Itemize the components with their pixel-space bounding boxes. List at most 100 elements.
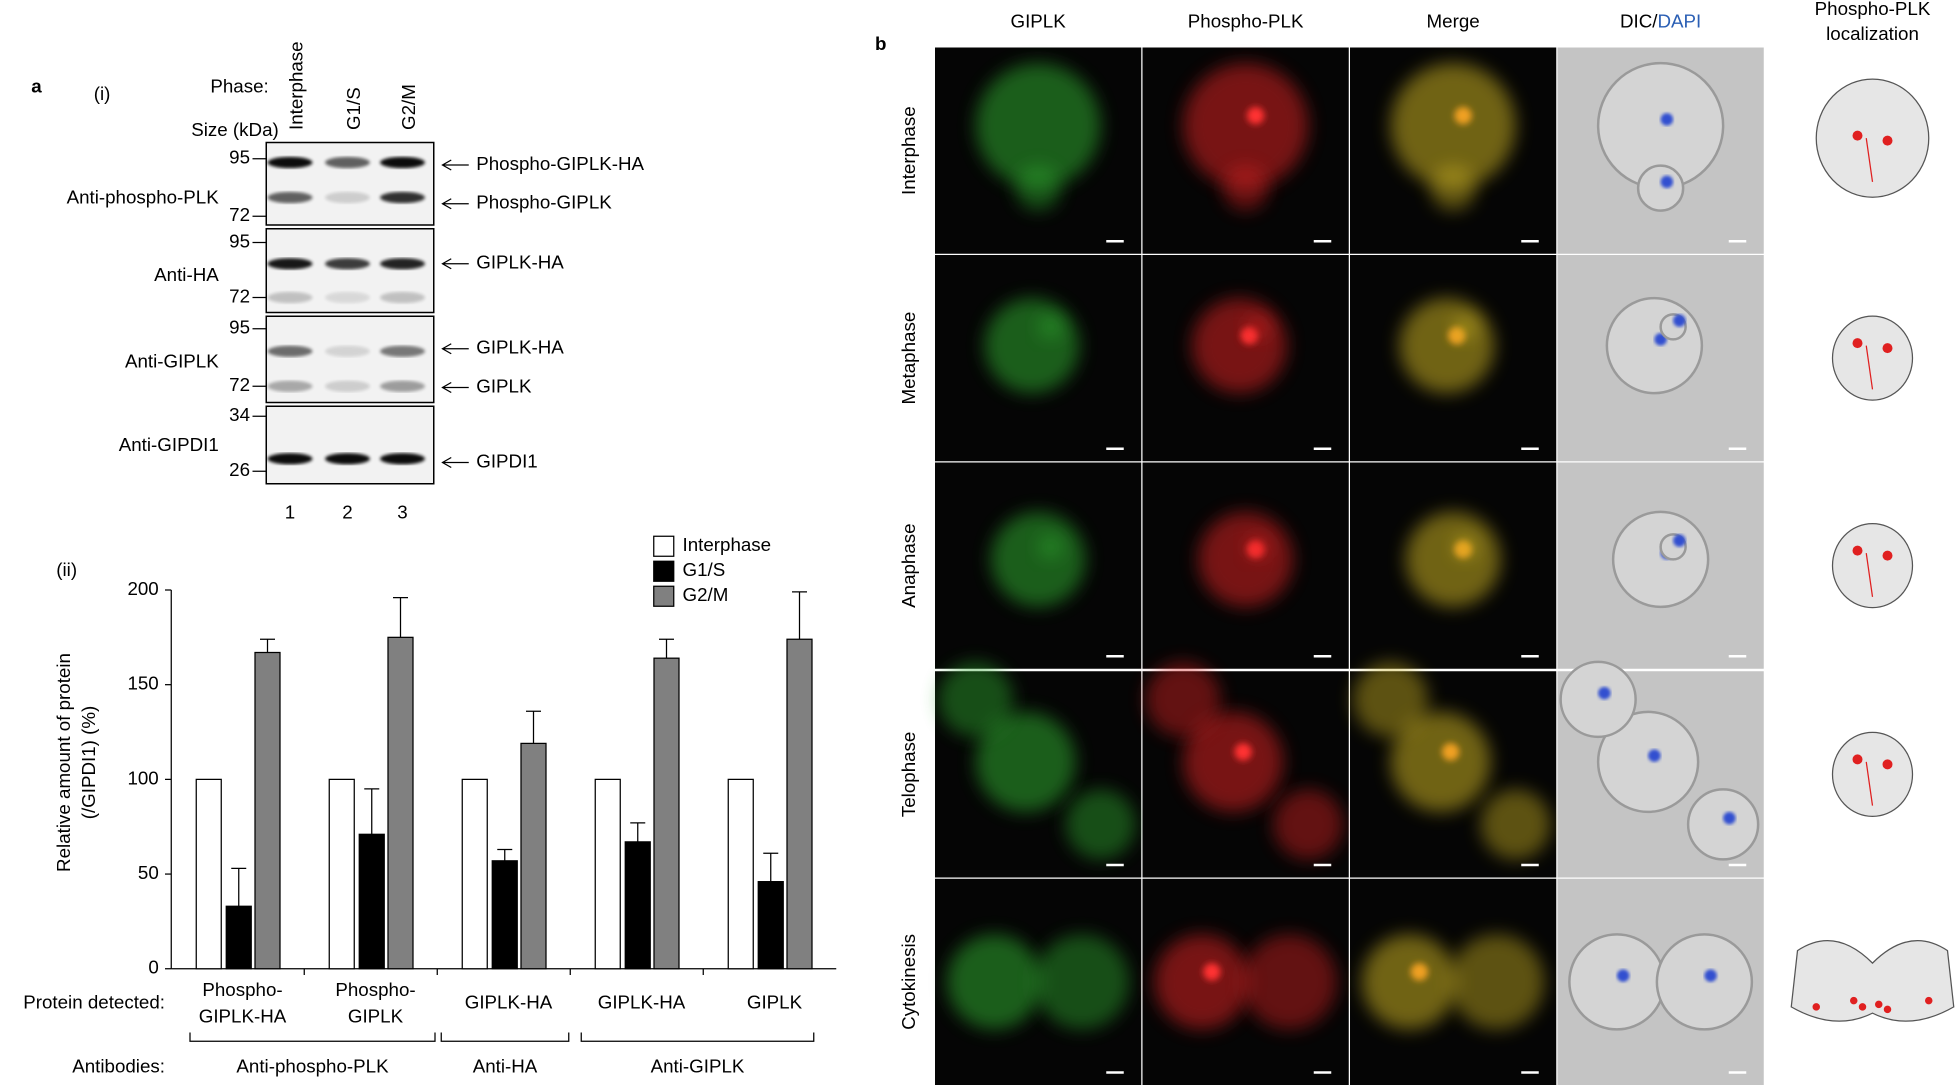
cartoon-fiber	[1865, 345, 1874, 390]
cartoon-cell	[1831, 315, 1914, 401]
band	[267, 453, 313, 465]
cartoon-cell	[1831, 522, 1914, 609]
arrow	[441, 343, 469, 355]
size-label: Size (kDa)	[191, 119, 279, 140]
cell-outline	[1611, 510, 1710, 609]
cartoon-cell	[1831, 731, 1914, 818]
localization-title: Phospho-PLK	[1815, 0, 1931, 19]
cartoon-fiber	[1865, 761, 1874, 806]
antibody-label: Anti-phospho-PLK	[67, 187, 220, 208]
cartoon-dot	[1882, 135, 1893, 146]
arrow	[441, 159, 469, 171]
spot	[1246, 106, 1265, 125]
cell-signal	[1145, 661, 1221, 737]
cell-signal	[1038, 534, 1064, 560]
panel-label: b	[875, 33, 886, 54]
sub-label: (i)	[94, 83, 111, 104]
cartoon-dot	[1882, 759, 1893, 770]
band	[380, 291, 426, 304]
spot	[1454, 106, 1472, 125]
cell-outline	[1686, 788, 1760, 861]
cell-signal	[1449, 934, 1545, 1030]
phase-label: Phase:	[210, 75, 268, 96]
cell-signal	[1034, 934, 1130, 1030]
band-label: GIPLK	[476, 375, 532, 396]
nucleus	[1660, 113, 1674, 126]
band-label: GIPDI1	[476, 450, 537, 471]
error-bar	[630, 822, 646, 842]
cell-signal	[1154, 934, 1250, 1030]
cartoon-fiber	[1865, 553, 1874, 597]
x-tick-label: GIPLK-HA	[598, 992, 686, 1013]
lane-number: 3	[397, 502, 407, 523]
nucleus	[1598, 686, 1611, 700]
error-bar	[526, 710, 542, 744]
cell-signal	[1015, 165, 1061, 211]
size-marker: 72	[229, 204, 250, 225]
lane-number: 1	[285, 502, 295, 523]
row-label: Anaphase	[898, 523, 919, 607]
band-label: GIPLK-HA	[476, 337, 564, 358]
cartoon-cell	[1790, 940, 1955, 1022]
cell-signal	[1405, 511, 1501, 607]
size-marker: 34	[229, 404, 250, 425]
cell-signal	[1353, 661, 1429, 737]
x-tick-label: GIPLK-HA	[199, 1005, 287, 1026]
blot-box	[265, 405, 435, 485]
x-tick-label: GIPLK-HA	[465, 992, 553, 1013]
band	[325, 191, 371, 204]
size-marker: 72	[229, 374, 250, 395]
nucleus	[1648, 749, 1661, 762]
nucleus	[1660, 175, 1674, 189]
phase: Interphase	[285, 41, 306, 130]
cell-signal	[1361, 934, 1457, 1030]
bar	[225, 905, 252, 970]
error-bar	[659, 638, 675, 659]
band	[380, 345, 426, 357]
error-bar	[260, 638, 276, 653]
antibody-label: Anti-HA	[154, 264, 219, 285]
arrow	[441, 456, 469, 469]
bar	[387, 636, 414, 970]
cell-signal	[1038, 314, 1064, 340]
spot	[1203, 963, 1221, 981]
bar	[594, 778, 621, 970]
size-marker: 72	[229, 285, 250, 306]
bracket	[189, 1032, 436, 1042]
spot	[1441, 743, 1460, 761]
legend-swatch	[653, 585, 675, 607]
cell-signal	[1480, 789, 1551, 860]
phase: G1/S	[343, 87, 364, 130]
band	[325, 156, 371, 169]
y-tick-label: 100	[127, 767, 158, 788]
band	[380, 258, 426, 270]
cartoon-dot	[1925, 996, 1933, 1005]
cell-signal	[1065, 789, 1136, 860]
x-tick-label: GIPLK	[348, 1005, 404, 1026]
nucleus	[1723, 811, 1736, 825]
antibody-label: Anti-GIPLK	[125, 350, 219, 371]
dapi-label: DAPI	[1657, 10, 1701, 31]
error-bar	[364, 788, 380, 835]
panel-label: a	[31, 75, 42, 96]
band	[325, 380, 371, 392]
lane-number: 2	[342, 502, 352, 523]
legend-swatch	[653, 560, 675, 582]
y-tick-label: 0	[148, 957, 158, 978]
bar	[491, 860, 518, 970]
legend-label: G2/M	[683, 584, 729, 605]
bar	[195, 778, 222, 970]
y-tick-label: 50	[138, 862, 159, 883]
cell-signal	[1273, 789, 1344, 860]
row-label: Interphase	[898, 106, 919, 195]
column-header: Phospho-PLK	[1188, 10, 1304, 31]
cell-signal	[1245, 534, 1271, 560]
size-marker: 26	[229, 459, 250, 480]
band	[267, 156, 313, 169]
cell-signal	[1183, 63, 1309, 189]
nucleus	[1704, 969, 1717, 982]
bar	[727, 778, 754, 970]
column-header: DIC/DAPI	[1620, 10, 1701, 31]
cell-outline	[1596, 710, 1700, 814]
blot-box	[265, 141, 435, 226]
